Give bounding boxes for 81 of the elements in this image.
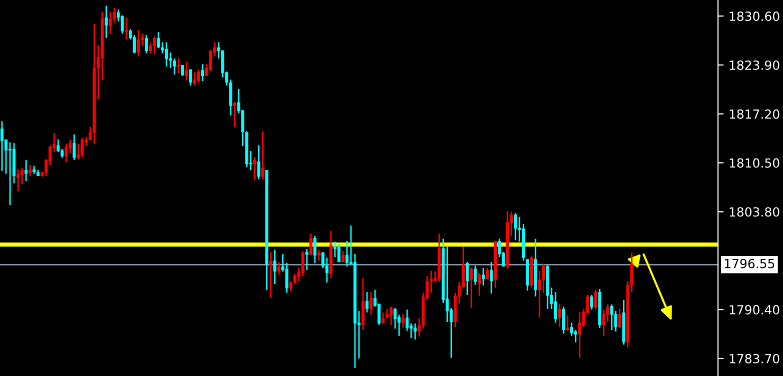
candlestick bbox=[72, 134, 76, 161]
candlestick bbox=[172, 58, 176, 76]
candlestick bbox=[269, 251, 272, 299]
candlestick bbox=[594, 289, 598, 310]
candlestick bbox=[112, 7, 116, 24]
candlestick bbox=[345, 240, 348, 268]
candlestick bbox=[28, 164, 32, 177]
candlestick bbox=[120, 14, 124, 34]
candlestick bbox=[486, 267, 489, 280]
candlestick bbox=[301, 250, 304, 277]
candlestick bbox=[317, 249, 320, 262]
candlestick bbox=[402, 313, 405, 329]
y-tick-label: 1790.40 bbox=[730, 305, 780, 314]
candlestick bbox=[406, 308, 409, 332]
candlestick bbox=[370, 291, 373, 316]
candlestick bbox=[470, 267, 473, 309]
candlestick bbox=[554, 291, 558, 324]
candlestick bbox=[309, 232, 312, 256]
candlestick bbox=[156, 31, 160, 49]
candlestick bbox=[64, 143, 68, 163]
candlestick bbox=[285, 262, 288, 294]
candlestick bbox=[305, 248, 308, 271]
candlestick bbox=[490, 261, 493, 294]
candlestick bbox=[136, 29, 140, 57]
candlestick bbox=[164, 42, 168, 68]
candlestick bbox=[261, 130, 264, 180]
candlestick bbox=[414, 322, 417, 340]
candlestick bbox=[108, 10, 112, 36]
candlestick bbox=[197, 68, 200, 84]
candlestick bbox=[514, 212, 517, 241]
y-tick-label: 1810.50 bbox=[730, 158, 780, 168]
candlestick bbox=[132, 34, 136, 54]
candlestick bbox=[590, 294, 594, 310]
candlestick bbox=[104, 5, 108, 39]
candlestick bbox=[80, 137, 84, 158]
y-tick-label: 1803.80 bbox=[730, 207, 780, 217]
candlestick bbox=[273, 249, 276, 285]
candlestick bbox=[538, 270, 542, 318]
candlestick bbox=[189, 68, 192, 86]
candlestick bbox=[466, 261, 469, 296]
candlestick bbox=[610, 304, 614, 331]
candlestick bbox=[24, 159, 28, 182]
candlestick bbox=[184, 61, 188, 82]
candlestick bbox=[542, 262, 546, 294]
candlestick bbox=[390, 306, 393, 326]
candlestick bbox=[382, 312, 385, 324]
candlestick bbox=[618, 308, 622, 329]
candlestick bbox=[570, 322, 574, 337]
candlestick bbox=[474, 265, 477, 286]
ref-line-label: 1796.55 bbox=[724, 258, 774, 268]
candlestick bbox=[233, 100, 236, 128]
candlestick bbox=[482, 267, 485, 286]
candlestick bbox=[209, 48, 212, 72]
y-tick-label: 1783.70 bbox=[730, 354, 780, 364]
candlestick bbox=[562, 306, 566, 334]
y-tick-label: 1823.90 bbox=[730, 60, 780, 70]
candlestick bbox=[16, 168, 20, 192]
candlestick bbox=[124, 16, 128, 40]
candlestick bbox=[386, 308, 389, 320]
candlestick bbox=[144, 34, 148, 54]
candlestick bbox=[20, 167, 24, 185]
candlestick bbox=[394, 307, 397, 330]
candlestick bbox=[277, 261, 280, 276]
candlestick bbox=[253, 156, 256, 182]
candlestick bbox=[152, 36, 156, 55]
candlestick bbox=[257, 144, 260, 180]
candlestick bbox=[201, 64, 204, 82]
y-tick-label: 1830.60 bbox=[730, 12, 780, 21]
candlestick bbox=[578, 311, 582, 358]
candlestick bbox=[0, 120, 4, 172]
candlestick bbox=[558, 303, 562, 328]
y-tick-label: 1817.20 bbox=[730, 109, 780, 119]
candlestick bbox=[176, 58, 180, 74]
candlestick bbox=[56, 138, 60, 153]
candlestick bbox=[313, 235, 316, 264]
candlestick bbox=[602, 308, 606, 337]
candlestick bbox=[478, 272, 481, 296]
candlestick bbox=[337, 243, 340, 263]
candlestick bbox=[193, 72, 196, 86]
candlestick bbox=[8, 142, 12, 206]
candlestick bbox=[366, 291, 369, 314]
